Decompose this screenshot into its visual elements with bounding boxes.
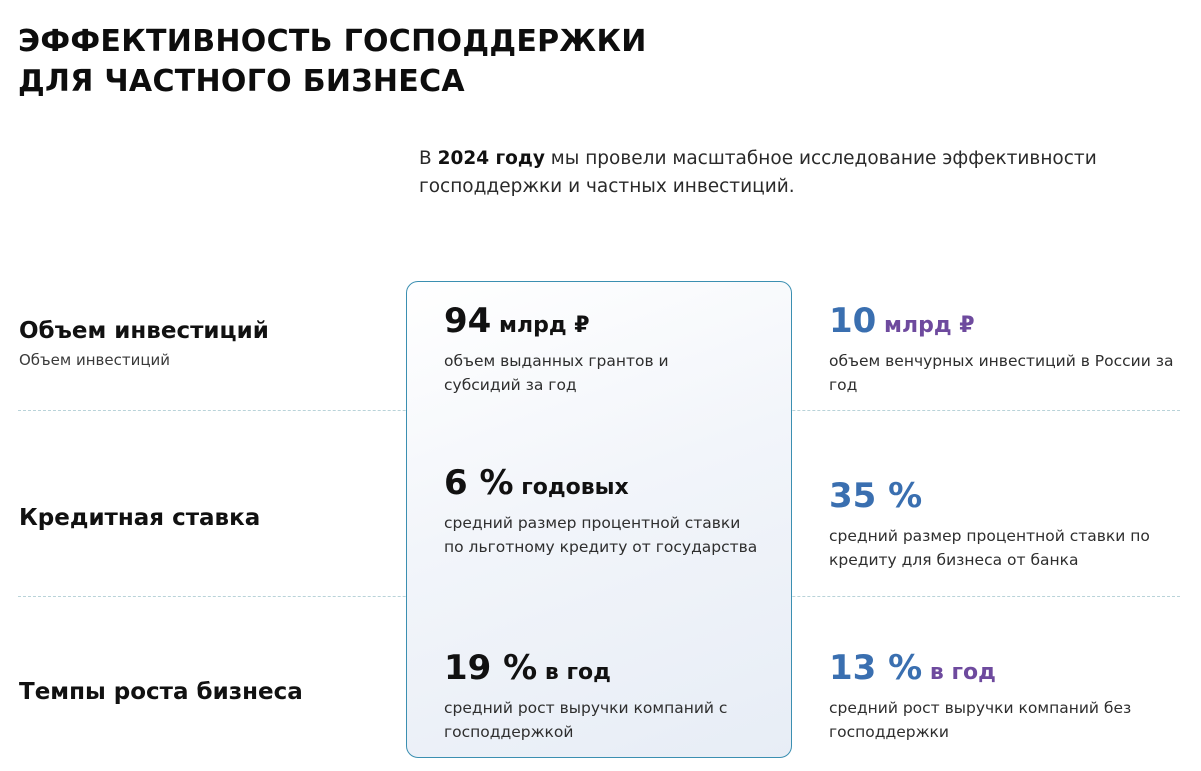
market-credit-rate-description: средний размер процентной ставки по кред…: [829, 527, 1150, 569]
market-growth-value: 13 %: [829, 648, 923, 688]
market-growth-description: средний рост выручки компаний без господ…: [829, 699, 1132, 741]
market-metric-growth: 13 % в год средний рост выручки компаний…: [829, 648, 1179, 744]
gov-growth-unit: в год: [537, 660, 611, 685]
gov-investment-value: 94: [444, 301, 492, 341]
intro-year: 2024 году: [437, 148, 545, 169]
gov-investment-description: объем выданных грантов и субсидий за год: [444, 352, 669, 394]
row-label-investment-volume: Объем инвестиций: [19, 318, 269, 344]
page-title-line-2: ДЛЯ ЧАСТНОГО БИЗНЕСА: [18, 64, 465, 99]
intro-text: В 2024 году мы провели масштабное исслед…: [419, 145, 1179, 201]
page-title-line-1: ЭФФЕКТИВНОСТЬ ГОСПОДДЕРЖКИ: [18, 24, 647, 59]
page-title: ЭФФЕКТИВНОСТЬ ГОСПОДДЕРЖКИ ДЛЯ ЧАСТНОГО …: [18, 22, 718, 102]
gov-credit-rate-unit: годовых: [513, 475, 629, 500]
gov-growth-value: 19 %: [444, 648, 538, 688]
intro-line-1-rest: мы провели масштабное исследование эффек…: [544, 148, 1097, 169]
market-credit-rate-value: 35 %: [829, 476, 923, 516]
gov-credit-rate-description: средний размер процентной ставки по льго…: [444, 514, 758, 556]
market-growth-unit: в год: [922, 660, 996, 685]
gov-credit-rate-value: 6 %: [444, 463, 514, 503]
market-metric-credit-rate: 35 % средний размер процентной ставки по…: [829, 476, 1179, 572]
intro-line-2: господдержки и частных инвестиций.: [419, 176, 795, 197]
market-investment-value: 10: [829, 301, 877, 341]
row-label-credit-rate: Кредитная ставка: [19, 505, 261, 531]
gov-metric-credit-rate: 6 % годовых средний размер процентной ст…: [444, 463, 794, 559]
market-metric-investment: 10 млрд ₽ объем венчурных инвестиций в Р…: [829, 301, 1179, 397]
gov-growth-description: средний рост выручки компаний с господде…: [444, 699, 728, 741]
gov-investment-unit: млрд ₽: [491, 313, 590, 338]
intro-prefix: В: [419, 148, 438, 169]
row-sublabel-investment-volume: Объем инвестиций: [19, 351, 171, 369]
gov-metric-investment: 94 млрд ₽ объем выданных грантов и субси…: [444, 301, 794, 397]
gov-metric-growth: 19 % в год средний рост выручки компаний…: [444, 648, 794, 744]
market-investment-unit: млрд ₽: [876, 313, 975, 338]
row-label-growth-rate: Темпы роста бизнеса: [19, 679, 303, 705]
market-investment-description: объем венчурных инвестиций в России за г…: [829, 352, 1174, 394]
government-support-card: [406, 281, 792, 758]
